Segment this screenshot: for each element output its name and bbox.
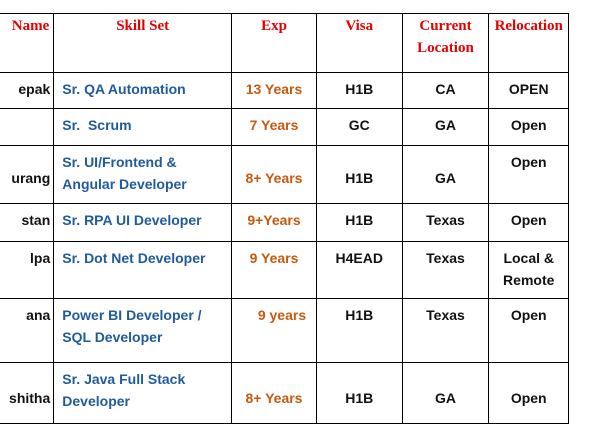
cell: Sr. Scrum (53, 108, 233, 146)
header-cell: Current Location (401, 13, 490, 73)
cell: Sr. UI/Frontend & Angular Developer (53, 145, 233, 204)
header-row: Name Skill Set Exp Visa Current Location … (0, 13, 569, 73)
cell: 8+ Years (231, 145, 317, 204)
cell: GA (401, 145, 490, 204)
cell: Power BI Developer / SQL Developer (53, 298, 233, 363)
header-cell: Visa (315, 13, 403, 73)
cell: H1B (315, 203, 403, 242)
cell: GC (315, 108, 403, 146)
cell-line: SQL Developer (62, 329, 163, 345)
cell: Sr. QA Automation (53, 72, 233, 109)
cell-line: Power BI Developer / (62, 307, 202, 323)
cell: lpa (0, 241, 55, 299)
cell: Open (488, 203, 569, 242)
cell: 9 years (231, 298, 317, 363)
cell: stan (0, 203, 55, 242)
cell: Sr. Dot Net Developer (53, 241, 233, 299)
cell: GA (401, 362, 490, 424)
cell: H1B (315, 298, 403, 363)
cell: 8+ Years (231, 362, 317, 424)
cell-line: Sr. Java Full Stack (62, 371, 186, 387)
cell: 7 Years (231, 108, 317, 146)
cell-line: Developer (62, 393, 130, 409)
cell-line: Sr. UI/Frontend & (62, 154, 177, 170)
cell: H1B (315, 145, 403, 204)
header-cell: Skill Set (53, 13, 233, 73)
cell-line: Remote (503, 272, 555, 288)
header-cell: Exp (231, 13, 317, 73)
cell: Texas (401, 203, 490, 242)
cell: H1B (315, 72, 403, 109)
cell: urang (0, 145, 55, 204)
cell: Sr. Java Full Stack Developer (53, 362, 233, 424)
cell: Texas (401, 241, 490, 299)
cell: CA (401, 72, 490, 109)
header-cell: Name (0, 13, 55, 73)
cell: OPEN (488, 72, 569, 109)
cell: H1B (315, 362, 403, 424)
header-cell: Relocation (488, 13, 569, 73)
candidate-table: Name Skill Set Exp Visa Current Location … (0, 13, 569, 424)
cell: ana (0, 298, 55, 363)
cell: Sr. RPA UI Developer (53, 203, 233, 242)
cell: epak (0, 72, 55, 109)
cell: Local & Remote (488, 241, 569, 299)
cell-line: Angular Developer (62, 176, 187, 192)
cell: H4EAD (315, 241, 403, 299)
cell: 13 Years (231, 72, 317, 109)
cell: shitha (0, 362, 55, 424)
cell: Open (488, 145, 569, 204)
cell: Texas (401, 298, 490, 363)
cell: Open (488, 298, 569, 363)
cell: Open (488, 362, 569, 424)
cell: Open (488, 108, 569, 146)
cell: 9 Years (231, 241, 317, 299)
cell-line: Local & (503, 250, 555, 266)
cell: GA (401, 108, 490, 146)
header-line: Current (419, 18, 472, 34)
header-line: Location (417, 40, 474, 56)
cell (0, 108, 55, 146)
cell: 9+Years (231, 203, 317, 242)
